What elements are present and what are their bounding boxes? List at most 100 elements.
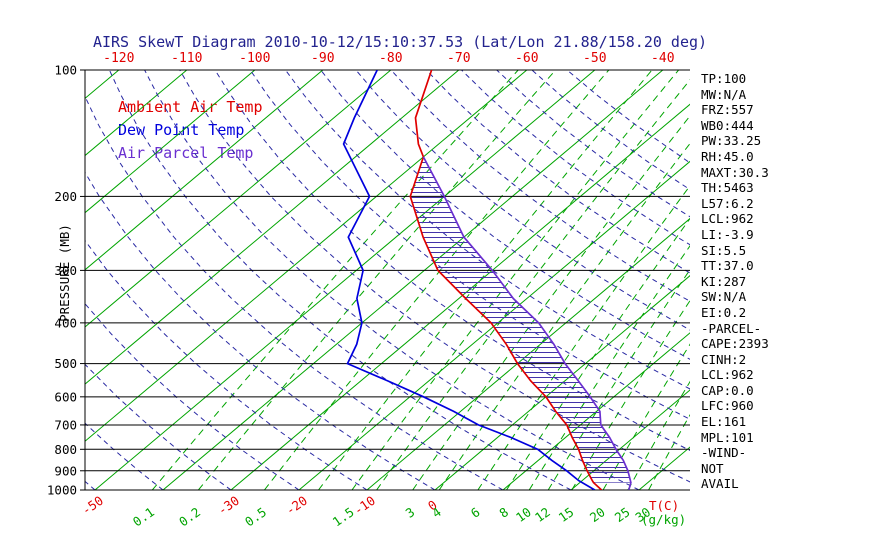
dry-adiabat-line [85, 302, 300, 490]
top-temp-label: -110 [171, 51, 202, 66]
bottom-temp-label: -50 [79, 493, 106, 518]
dry-adiabat-line [0, 70, 27, 490]
mixing-ratio-line [376, 79, 690, 490]
pressure-tick-label: 600 [54, 389, 77, 404]
legend-dew-point-temp: Dew Point Temp [118, 121, 244, 139]
isotherm-line [85, 70, 460, 385]
mixing-ratio-label: 4 [429, 504, 444, 521]
curve-layer [342, 70, 632, 490]
isotherm-line [434, 275, 690, 490]
isotherm-line [85, 70, 528, 442]
isotherm-line [298, 160, 690, 490]
dry-adiabat-line [85, 171, 436, 490]
top-temp-label: -120 [103, 51, 134, 66]
panel-line: LFC:960 [701, 398, 754, 414]
pressure-tick-label: 900 [54, 463, 77, 478]
dry-adiabat-line [85, 95, 504, 490]
pressure-tick-label: 100 [54, 63, 77, 78]
mixing-ratio-line [351, 70, 679, 490]
ambient-air-temp-curve [409, 70, 603, 490]
mixing-ratio-line [477, 184, 690, 490]
mixing-ratio-line [198, 70, 556, 490]
panel-line: CINH:2 [701, 351, 747, 367]
mixing-ratio-label: 20 [587, 504, 608, 525]
panel-line: -PARCEL- [701, 320, 762, 336]
panel-line: WB0:444 [701, 117, 754, 133]
panel-line: TP:100 [701, 71, 747, 86]
mixing-ratio-line [151, 70, 519, 490]
isotherm-line [85, 70, 392, 328]
isotherm-line [570, 389, 690, 490]
top-temp-label: -100 [239, 51, 270, 66]
isotherm-line [85, 70, 256, 214]
dry-adiabat-line [285, 70, 690, 390]
legend-air-parcel-temp: Air Parcel Temp [118, 144, 253, 162]
panel-line: EI:0.2 [701, 304, 747, 320]
isotherm-line [366, 217, 690, 490]
top-temp-label: -50 [583, 51, 606, 66]
y-axis-title: PRESSURE (MB) [57, 224, 72, 322]
panel-line: RH:45.0 [701, 148, 754, 164]
mixing-ratio-label: 12 [532, 504, 553, 525]
mixing-ratio-label: 3 [403, 504, 418, 521]
dry-adiabat-line [85, 422, 164, 490]
panel-line: AVAIL [701, 476, 739, 492]
panel-line: CAPE:2393 [701, 336, 769, 352]
mixing-ratio-line [438, 142, 690, 490]
mixing-ratio-line [528, 245, 690, 490]
mixing-ratio-line [506, 217, 690, 490]
mixing-ratio-label: 6 [468, 504, 483, 521]
top-temp-label: -90 [311, 51, 334, 66]
dry-adiabat-line [108, 70, 572, 490]
panel-line: KI:287 [701, 273, 747, 289]
panel-line: TT:37.0 [701, 258, 754, 274]
panel-line: MPL:101 [701, 429, 754, 445]
panel-line: MW:N/A [701, 86, 747, 102]
mixing-ratio-label: 0.5 [242, 504, 269, 529]
dry-adiabat-line [461, 70, 690, 246]
dry-adiabat-line [85, 480, 96, 490]
panel-line: LI:-3.9 [701, 226, 754, 242]
isotherm-line [85, 70, 188, 157]
pressure-tick-label: 800 [54, 442, 77, 457]
dry-adiabat-line [425, 70, 690, 274]
cape-region [410, 156, 631, 483]
panel-line: L57:6.2 [701, 195, 754, 211]
panel-line: FRZ:557 [701, 102, 754, 118]
bottom-temp-label: -20 [283, 493, 310, 518]
panel-line: TH:5463 [701, 180, 754, 196]
dew-point-temp-curve [342, 70, 596, 490]
isotherm-line [85, 70, 324, 271]
panel-line: MAXT:30.3 [701, 164, 769, 180]
panel-line: SI:5.5 [701, 242, 747, 258]
pressure-tick-label: 200 [54, 189, 77, 204]
panel-line: EL:161 [701, 414, 747, 430]
panel-line: LCL:962 [701, 367, 754, 383]
panel-line: CAP:0.0 [701, 382, 754, 398]
mixing-ratio-label: 0.1 [130, 504, 157, 529]
panel-line: SW:N/A [701, 289, 747, 305]
bottom-temp-label: -30 [215, 493, 242, 518]
mixing-ratio-label: 30 [632, 504, 653, 525]
x-axis-mixratio-unit: (g/kg) [641, 512, 686, 527]
top-temp-label: -70 [447, 51, 470, 66]
mixing-ratio-label: 15 [556, 504, 577, 525]
air-parcel-temp-curve [422, 156, 632, 490]
top-temp-label: -80 [379, 51, 402, 66]
chart-title: AIRS SkewT Diagram 2010-10-12/15:10:37.5… [93, 33, 707, 51]
mixing-ratio-label: 10 [513, 504, 534, 525]
dry-adiabat-line [144, 70, 640, 490]
pressure-tick-label: 700 [54, 417, 77, 432]
pressure-tick-label: 500 [54, 356, 77, 371]
top-temp-label: -40 [651, 51, 674, 66]
panel-line: PW:33.25 [701, 133, 762, 149]
panel-line: LCL:962 [701, 211, 754, 227]
mixing-ratio-label: 0.2 [176, 504, 203, 529]
mixing-ratio-label: 25 [612, 504, 633, 525]
dry-adiabat-line [390, 70, 690, 302]
indices-panel: TP:100 MW:N/A FRZ:557 WB0:444 PW:33.25 RH:45.… [701, 71, 869, 492]
panel-line: -WIND- [701, 445, 747, 461]
panel-line: NOT [701, 460, 724, 476]
